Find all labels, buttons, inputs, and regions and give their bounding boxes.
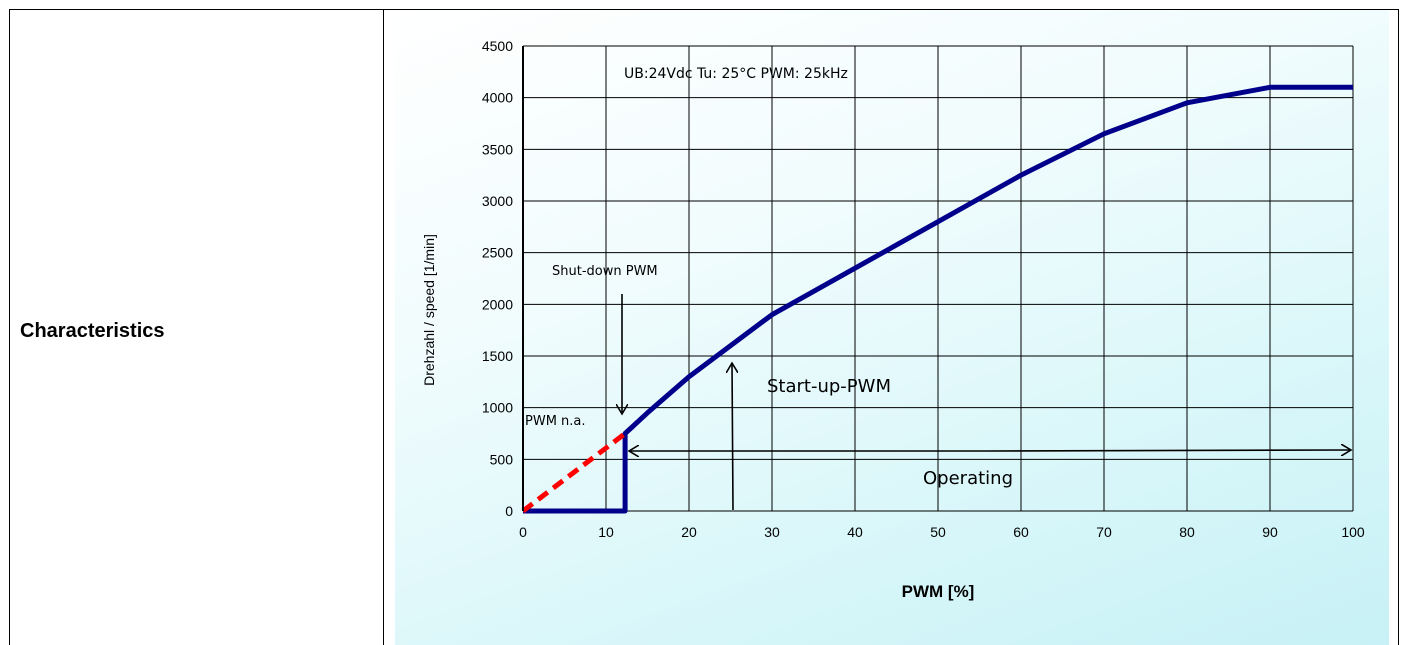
operating-annotation: Operating (923, 468, 1013, 489)
table-border-top (9, 9, 1399, 10)
y-tick-label: 4500 (482, 38, 513, 54)
x-tick-label: 70 (1096, 524, 1112, 540)
x-tick-label: 20 (681, 524, 697, 540)
y-tick-label: 4000 (482, 90, 513, 106)
x-axis-title: PWM [%] (902, 582, 975, 601)
x-tick-labels: 0 10 20 30 40 50 60 70 80 90 100 (519, 524, 1365, 540)
x-tick-label: 40 (847, 524, 863, 540)
table-border-left (9, 9, 10, 645)
conditions-annotation: UB:24Vdc Tu: 25°C PWM: 25kHz (624, 66, 848, 82)
y-axis-title: Drehzahl / speed [1/min] (421, 234, 437, 386)
x-tick-label: 0 (519, 524, 527, 540)
chart-background (395, 10, 1389, 645)
y-tick-labels: 0 500 1000 1500 2000 2500 3000 3500 4000 4500 (482, 38, 513, 519)
y-tick-label: 3000 (482, 193, 513, 209)
x-tick-label: 60 (1013, 524, 1029, 540)
x-tick-label: 90 (1262, 524, 1278, 540)
y-tick-label: 500 (490, 451, 514, 467)
x-tick-label: 10 (598, 524, 614, 540)
x-tick-label: 80 (1179, 524, 1195, 540)
x-tick-label: 30 (764, 524, 780, 540)
y-tick-label: 3500 (482, 141, 513, 157)
series-line-solid (523, 84, 1353, 514)
y-tick-label: 1500 (482, 348, 513, 364)
x-tick-label: 100 (1341, 524, 1365, 540)
y-tick-label: 0 (505, 503, 513, 519)
table-border-right (1398, 9, 1399, 645)
chart-grid (522, 45, 1354, 512)
startup-pwm-annotation: Start-up-PWM (767, 376, 891, 397)
series-line-dashed (521, 431, 627, 513)
startup-arrow (732, 363, 733, 511)
shutdown-pwm-annotation: Shut-down PWM (552, 264, 658, 279)
x-tick-label: 50 (930, 524, 946, 540)
operating-arrow-right (984, 450, 1351, 451)
y-tick-label: 2500 (482, 245, 513, 261)
table-border-divider (383, 9, 384, 645)
y-tick-label: 1000 (482, 400, 513, 416)
pwm-na-annotation: PWM n.a. (525, 414, 586, 429)
row-label: Characteristics (20, 320, 165, 342)
chart-series (521, 84, 1353, 514)
y-tick-label: 2000 (482, 296, 513, 312)
